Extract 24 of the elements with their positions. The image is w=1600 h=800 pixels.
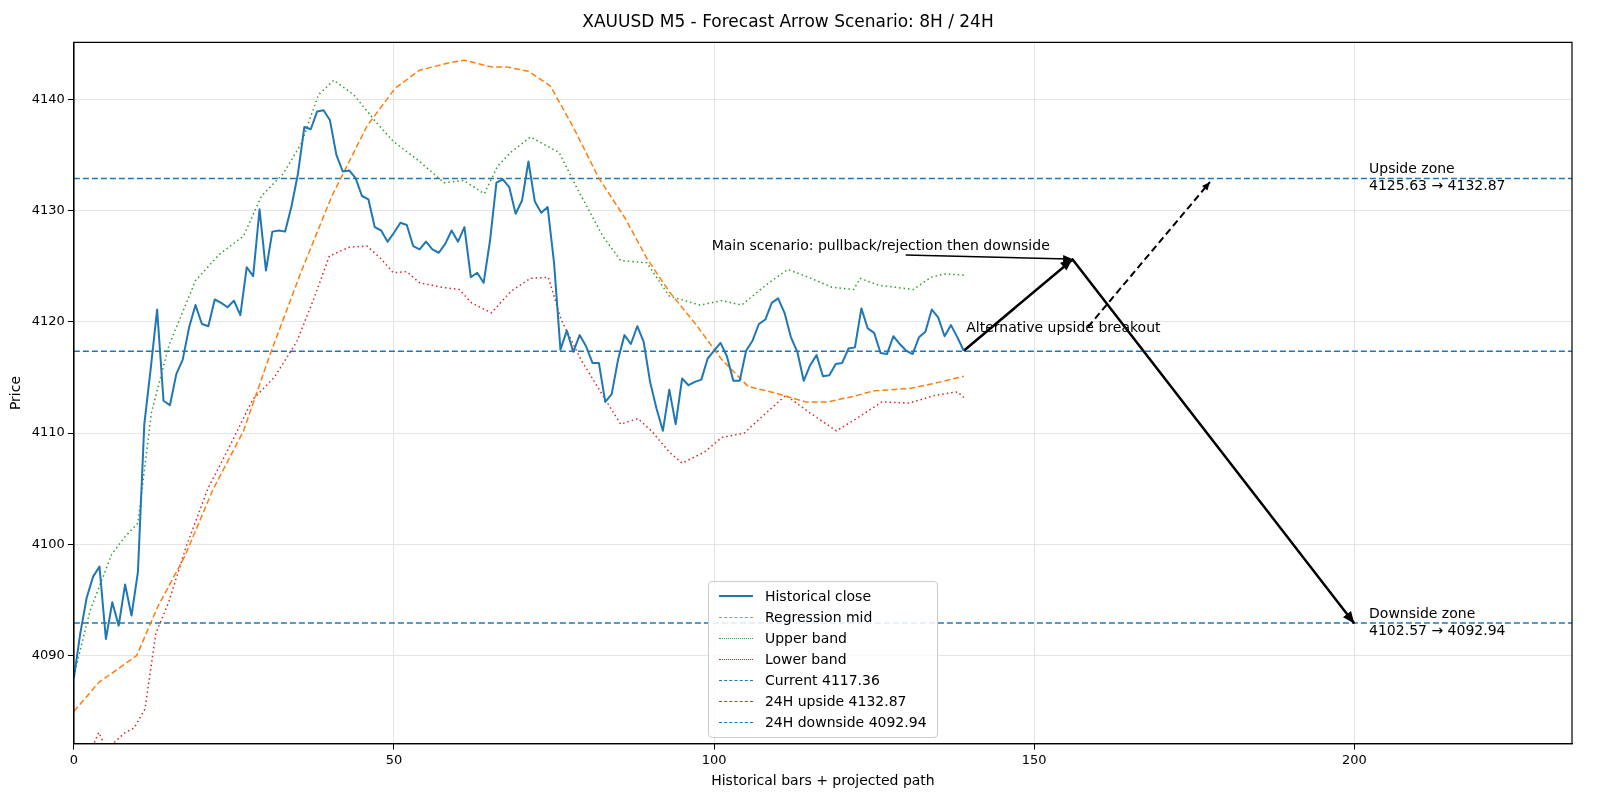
y-tick-label: 4100 <box>31 535 65 551</box>
x-tick-label: 100 <box>701 751 727 767</box>
x-tick-label: 0 <box>69 751 79 767</box>
legend-label: Lower band <box>764 649 847 669</box>
legend-label: Upper band <box>764 628 848 648</box>
chart-title: XAUUSD M5 - Forecast Arrow Scenario: 8H / 24H <box>582 10 994 31</box>
legend-label: Regression mid <box>764 607 873 627</box>
annotation: Downside zone 4102.57 → 4092.94 <box>1369 604 1506 638</box>
legend-label: 24H upside 4132.87 <box>764 691 907 711</box>
legend-label: Current 4117.36 <box>764 670 880 690</box>
x-tick-label: 200 <box>1341 751 1367 767</box>
y-tick-label: 4130 <box>31 201 65 217</box>
y-tick-label: 4140 <box>31 90 65 106</box>
y-tick-label: 4110 <box>31 424 65 440</box>
legend-label: Historical close <box>764 586 872 606</box>
y-tick-label: 4120 <box>31 313 65 329</box>
legend-label: 24H downside 4092.94 <box>764 712 927 732</box>
x-tick-label: 150 <box>1021 751 1047 767</box>
y-axis-title: Price <box>7 375 24 411</box>
x-axis-title: Historical bars + projected path <box>711 772 935 789</box>
x-tick-label: 50 <box>385 751 403 767</box>
y-tick-label: 4090 <box>31 647 65 663</box>
annotation: Upside zone 4125.63 → 4132.87 <box>1369 160 1506 194</box>
annotation: Main scenario: pullback/rejection then downside <box>711 236 1050 253</box>
